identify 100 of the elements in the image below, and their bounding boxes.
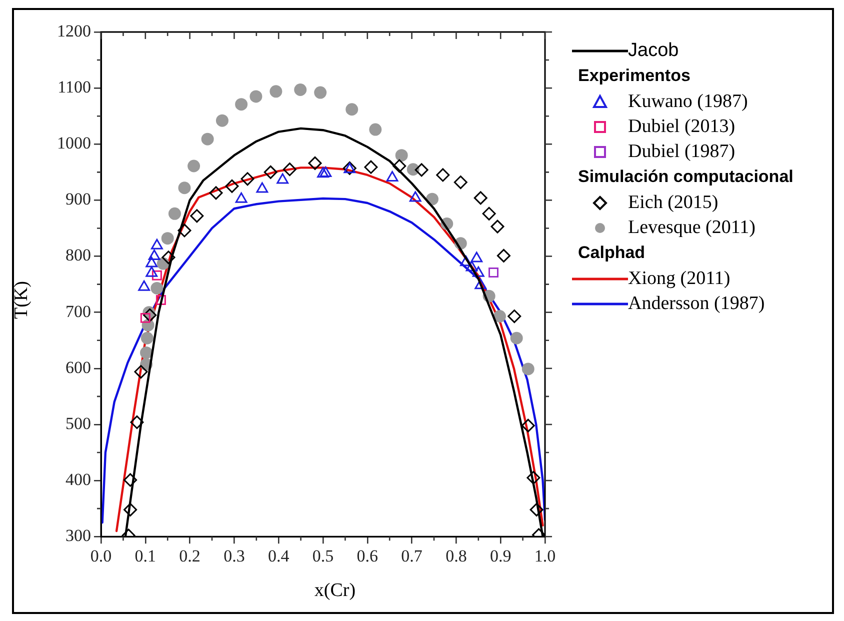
point [526, 470, 540, 484]
legend-label: Xiong (2011) [628, 268, 730, 290]
point [148, 250, 160, 260]
point [156, 295, 166, 305]
point [488, 268, 498, 278]
legend-label: Dubiel (2013) [628, 116, 736, 138]
y-tick-label: 300 [66, 526, 91, 546]
point [294, 84, 307, 96]
y-tick-label: 800 [66, 246, 91, 265]
point [508, 310, 522, 324]
point [369, 123, 382, 136]
point [317, 167, 329, 178]
x-tick-label: 0.5 [312, 546, 334, 566]
point [216, 114, 228, 127]
point [225, 179, 239, 193]
point [146, 256, 158, 268]
point [178, 224, 192, 238]
x-tick-label: 0.8 [446, 546, 467, 566]
text: Simulación computacional [577, 166, 794, 188]
point [240, 172, 254, 186]
legend-label: Jacob [628, 40, 679, 62]
point [395, 149, 408, 162]
y-tick-label: 1000 [57, 134, 91, 153]
point [276, 173, 289, 184]
x-tick-label: 0.1 [134, 546, 156, 566]
x-tick-label: 0.4 [268, 546, 290, 566]
point [314, 86, 327, 99]
point [474, 191, 488, 205]
point [482, 206, 496, 220]
point [346, 103, 358, 116]
point [124, 473, 138, 487]
x-tick-label: 0.3 [224, 546, 245, 566]
point [454, 176, 468, 190]
point [392, 159, 406, 173]
point [124, 502, 138, 516]
point [143, 308, 157, 322]
point [510, 332, 523, 344]
point [134, 365, 148, 379]
x-tick-label: 0.6 [356, 546, 378, 566]
legend-label: Andersson (1987) [628, 292, 765, 314]
point [162, 250, 176, 264]
point [140, 346, 153, 359]
point [436, 168, 450, 182]
y-tick-label: 1100 [58, 78, 91, 97]
x-tick-label: 0.9 [490, 546, 512, 566]
y-tick-label: 600 [66, 358, 91, 377]
legend-label: Levesque (2011) [628, 216, 756, 238]
point [521, 418, 535, 432]
x-tick-label: 0.0 [90, 546, 112, 566]
point [146, 266, 158, 277]
point [151, 238, 163, 250]
point [235, 192, 248, 203]
point [264, 165, 278, 179]
point [150, 282, 164, 294]
point [161, 232, 174, 245]
point [496, 248, 510, 262]
legend-label: Kuwano (1987) [628, 90, 748, 112]
point [386, 171, 398, 182]
point [178, 182, 191, 194]
legend-label: Dubiel (1987) [628, 140, 736, 162]
y-tick-label: 1200 [57, 21, 91, 40]
x-axis-title: x(Cr) [314, 580, 356, 602]
text: Calphad [577, 242, 646, 264]
x-tick-label: 1.0 [534, 546, 556, 566]
point [466, 260, 478, 272]
point [282, 162, 296, 176]
point [308, 156, 322, 170]
point [250, 90, 262, 103]
text: Experimentos [577, 65, 692, 87]
point [474, 278, 487, 290]
point [235, 98, 248, 111]
y-axis-title: T(K) [11, 281, 33, 319]
x-tick-label: 0.7 [401, 546, 423, 566]
y-tick-label: 700 [66, 302, 91, 321]
point [320, 166, 332, 178]
point [190, 209, 204, 223]
point [152, 270, 162, 280]
legend-label: Eich (2015) [628, 192, 718, 214]
point [188, 160, 200, 172]
point [470, 252, 483, 262]
point [130, 415, 144, 429]
point [409, 191, 422, 202]
y-tick-label: 400 [66, 470, 91, 489]
point [490, 220, 504, 234]
point [138, 280, 150, 291]
point [209, 186, 223, 200]
point [364, 160, 378, 174]
point [168, 207, 181, 220]
point [493, 310, 506, 323]
point [270, 85, 282, 98]
point [140, 332, 154, 344]
point [460, 256, 472, 266]
point [414, 163, 428, 177]
y-tick-label: 500 [66, 414, 91, 433]
point [530, 502, 544, 516]
y-tick-label: 900 [66, 190, 91, 209]
point [522, 362, 534, 376]
point [472, 266, 484, 277]
point [256, 182, 268, 193]
point [201, 132, 214, 146]
